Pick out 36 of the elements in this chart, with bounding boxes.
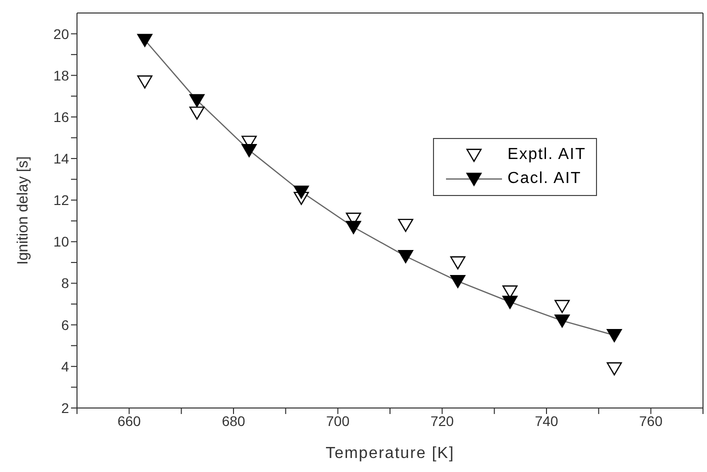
x-tick-label: 720	[430, 412, 454, 429]
point	[137, 75, 152, 89]
point	[398, 218, 414, 232]
point	[346, 220, 362, 234]
x-tick-label: 740	[534, 412, 558, 429]
point	[137, 34, 152, 47]
y-tick-label: 2	[61, 400, 70, 416]
point	[606, 329, 622, 342]
y-tick-label: 12	[53, 192, 70, 208]
y-tick-label: 20	[53, 26, 70, 42]
y-tick-label: 18	[53, 67, 70, 84]
x-tick-label: 660	[117, 412, 142, 429]
point	[554, 314, 570, 328]
x-axis-title: Temperature [K]	[326, 445, 454, 462]
point	[189, 106, 205, 120]
point	[606, 362, 622, 376]
y-tick-label: 16	[53, 108, 70, 125]
y-tick-label: 4	[61, 358, 70, 374]
x-tick-label: 700	[326, 412, 350, 429]
y-tick-label: 8	[61, 275, 70, 292]
legend-label: Exptl. AIT	[508, 146, 586, 164]
x-tick-label: 680	[222, 412, 246, 429]
y-tick-label: 14	[53, 150, 70, 166]
y-axis-title: Ignition delay [s]	[14, 156, 32, 265]
point	[502, 296, 518, 309]
point	[398, 250, 414, 264]
y-tick-label: 10	[53, 234, 70, 250]
y-tick-label: 6	[61, 316, 70, 333]
legend-label: Cacl. AIT	[508, 170, 582, 188]
point	[554, 300, 570, 314]
point	[294, 186, 309, 199]
point	[450, 256, 466, 270]
x-tick-label: 760	[639, 412, 663, 429]
point	[242, 144, 257, 158]
point	[450, 274, 466, 288]
point	[189, 94, 205, 108]
